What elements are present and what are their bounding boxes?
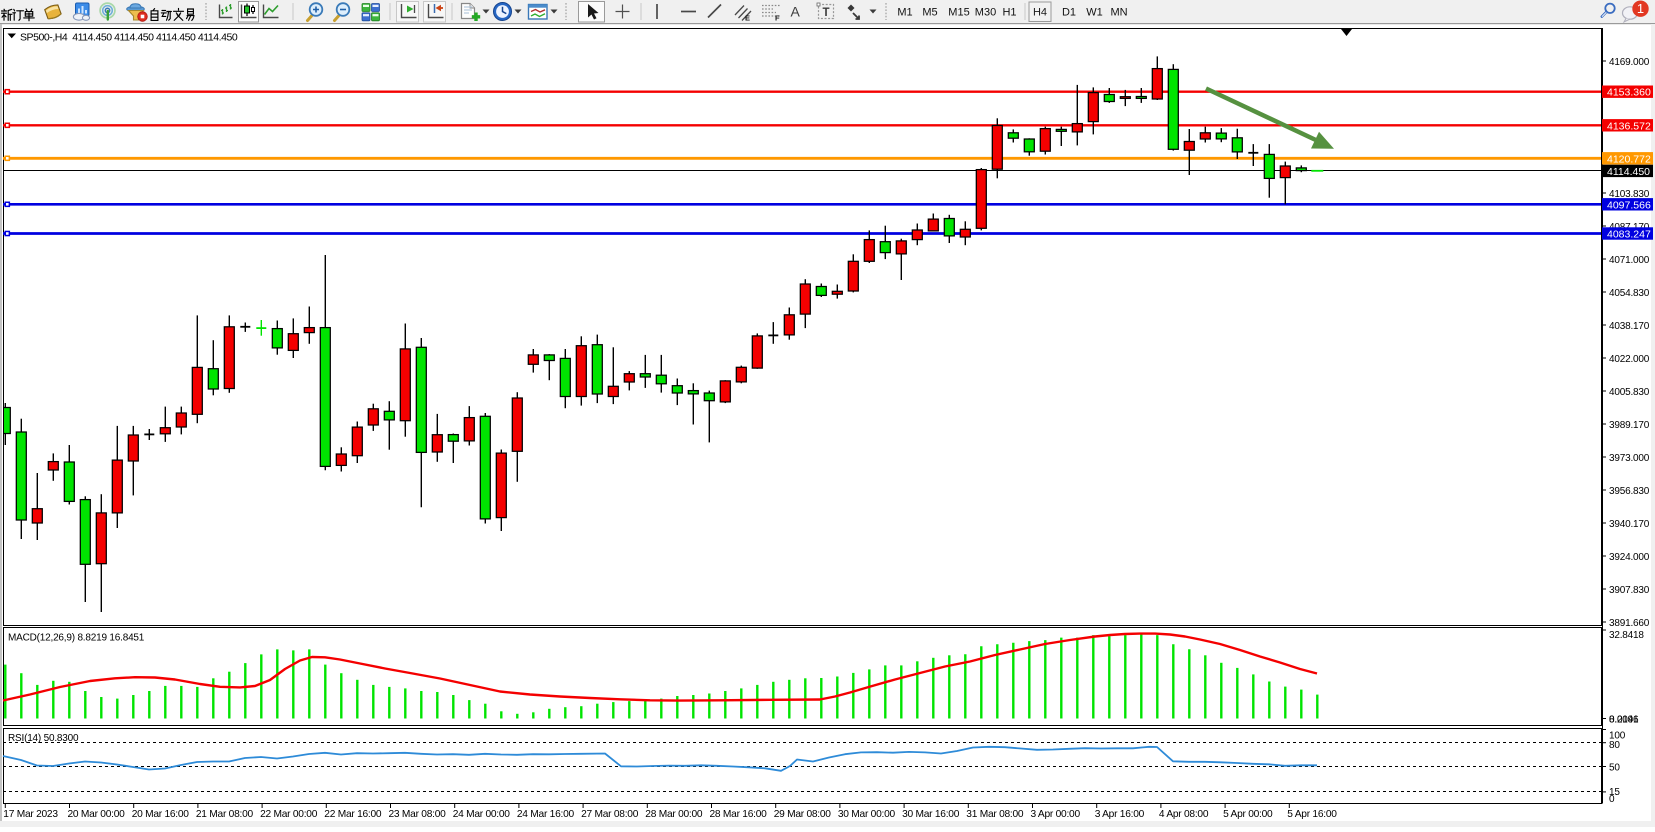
- svg-text:5 Apr 00:00: 5 Apr 00:00: [1223, 809, 1273, 820]
- svg-text:0: 0: [1609, 794, 1615, 805]
- svg-text:80: 80: [1609, 740, 1620, 751]
- svg-text:4120.772: 4120.772: [1607, 153, 1651, 165]
- svg-text:3891.660: 3891.660: [1609, 618, 1650, 629]
- svg-text:SP500-,H4 4114.450 4114.450 4: SP500-,H4 4114.450 4114.450 4114.450 411…: [20, 32, 238, 44]
- svg-text:D1: D1: [1062, 7, 1076, 19]
- svg-text:15: 15: [1609, 787, 1620, 798]
- svg-text:4071.000: 4071.000: [1609, 255, 1650, 266]
- svg-text:3907.830: 3907.830: [1609, 585, 1650, 596]
- svg-text:28 Mar 16:00: 28 Mar 16:00: [710, 809, 768, 820]
- svg-text:H1: H1: [1002, 7, 1016, 19]
- svg-text:20 Mar 00:00: 20 Mar 00:00: [68, 809, 126, 820]
- svg-text:3973.000: 3973.000: [1609, 453, 1650, 464]
- svg-text:4038.170: 4038.170: [1609, 321, 1650, 332]
- svg-text:3 Apr 16:00: 3 Apr 16:00: [1095, 809, 1145, 820]
- svg-text:21 Mar 08:00: 21 Mar 08:00: [196, 809, 254, 820]
- svg-text:17 Mar 2023: 17 Mar 2023: [3, 809, 58, 820]
- svg-text:50: 50: [1609, 763, 1620, 774]
- svg-text:M1: M1: [897, 7, 912, 19]
- svg-text:4022.000: 4022.000: [1609, 354, 1650, 365]
- svg-text:4083.247: 4083.247: [1607, 229, 1651, 241]
- svg-text:4114.450: 4114.450: [1607, 166, 1650, 178]
- svg-text:E: E: [745, 14, 750, 23]
- svg-text:3 Apr 00:00: 3 Apr 00:00: [1031, 809, 1081, 820]
- svg-text:5 Apr 16:00: 5 Apr 16:00: [1287, 809, 1337, 820]
- svg-text:RSI(14) 50.8300: RSI(14) 50.8300: [8, 733, 79, 744]
- svg-text:28 Mar 00:00: 28 Mar 00:00: [645, 809, 703, 820]
- svg-text:3924.000: 3924.000: [1609, 552, 1650, 563]
- svg-text:MACD(12,26,9) 8.8219 16.8451: MACD(12,26,9) 8.8219 16.8451: [8, 633, 145, 644]
- svg-text:4005.830: 4005.830: [1609, 387, 1650, 398]
- svg-text:F: F: [775, 14, 780, 23]
- svg-text:3956.830: 3956.830: [1609, 486, 1650, 497]
- svg-text:4136.572: 4136.572: [1607, 120, 1651, 132]
- svg-text:4097.566: 4097.566: [1607, 199, 1651, 211]
- svg-text:20 Mar 16:00: 20 Mar 16:00: [132, 809, 190, 820]
- svg-text:0.0196: 0.0196: [1609, 715, 1639, 726]
- svg-text:30 Mar 16:00: 30 Mar 16:00: [902, 809, 960, 820]
- svg-text:T: T: [823, 7, 830, 19]
- svg-text:3989.170: 3989.170: [1609, 420, 1650, 431]
- svg-text:24 Mar 00:00: 24 Mar 00:00: [453, 809, 511, 820]
- svg-text:23 Mar 08:00: 23 Mar 08:00: [389, 809, 447, 820]
- svg-text:4054.830: 4054.830: [1609, 288, 1650, 299]
- svg-text:W1: W1: [1086, 7, 1103, 19]
- svg-text:30 Mar 00:00: 30 Mar 00:00: [838, 809, 896, 820]
- svg-text:32.8418: 32.8418: [1609, 630, 1644, 641]
- svg-text:22 Mar 00:00: 22 Mar 00:00: [260, 809, 318, 820]
- svg-text:4 Apr 08:00: 4 Apr 08:00: [1159, 809, 1209, 820]
- svg-text:4103.830: 4103.830: [1609, 189, 1650, 200]
- svg-text:24 Mar 16:00: 24 Mar 16:00: [517, 809, 575, 820]
- svg-text:4153.360: 4153.360: [1607, 87, 1651, 99]
- svg-text:1: 1: [1637, 1, 1644, 16]
- svg-text:27 Mar 08:00: 27 Mar 08:00: [581, 809, 639, 820]
- svg-text:3940.170: 3940.170: [1609, 519, 1650, 530]
- svg-text:M15: M15: [948, 7, 969, 19]
- svg-text:M5: M5: [922, 7, 937, 19]
- svg-text:M30: M30: [975, 7, 996, 19]
- svg-text:A: A: [791, 4, 801, 20]
- svg-text:8.2041: 8.2041: [1609, 715, 1639, 726]
- svg-text:29 Mar 08:00: 29 Mar 08:00: [774, 809, 832, 820]
- svg-text:H4: H4: [1033, 7, 1047, 19]
- svg-text:31 Mar 08:00: 31 Mar 08:00: [966, 809, 1024, 820]
- svg-text:4169.000: 4169.000: [1609, 57, 1650, 68]
- svg-text:100: 100: [1609, 731, 1626, 742]
- svg-text:MN: MN: [1110, 7, 1127, 19]
- svg-text:22 Mar 16:00: 22 Mar 16:00: [324, 809, 382, 820]
